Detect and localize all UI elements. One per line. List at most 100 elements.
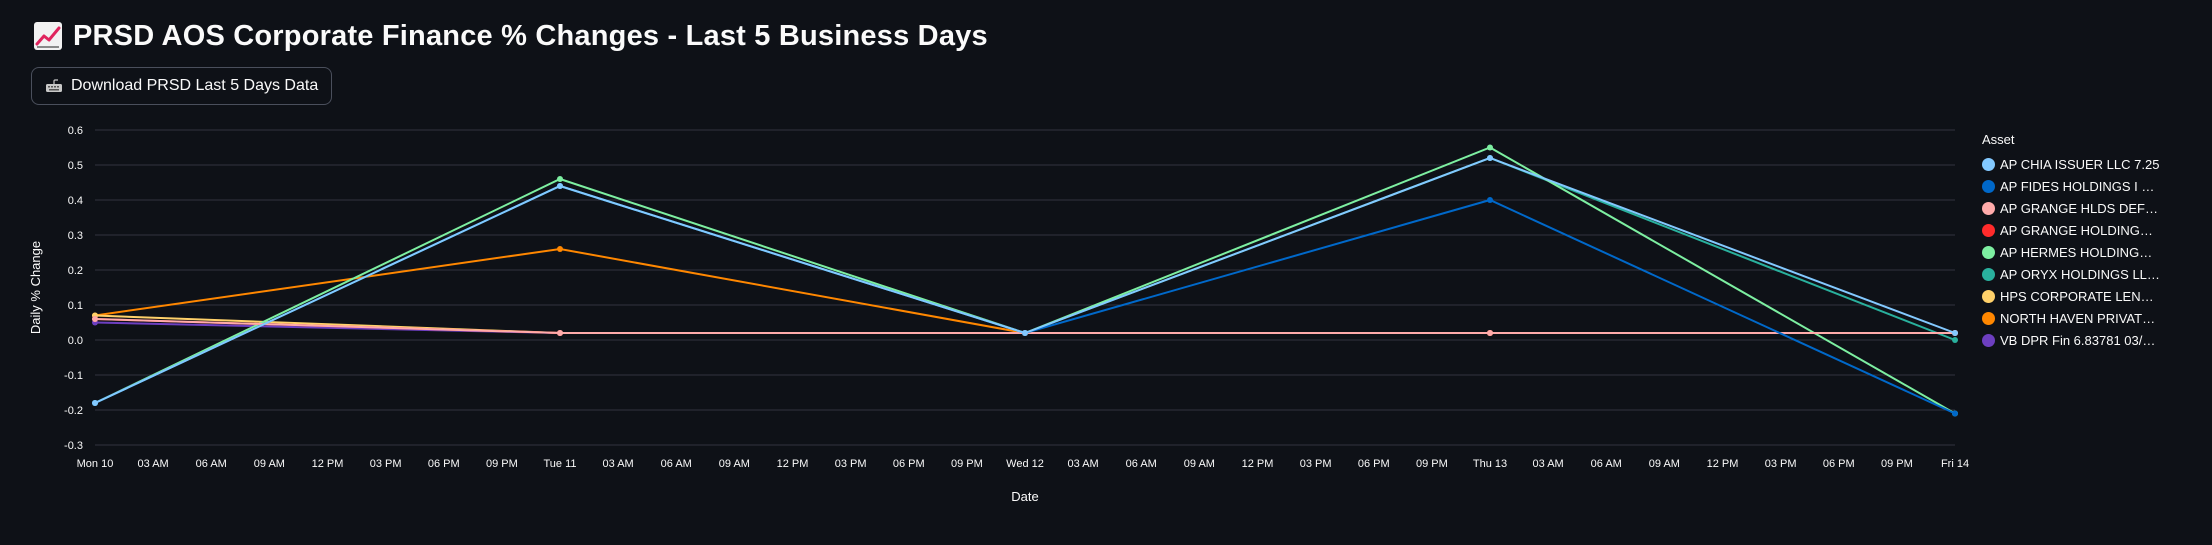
data-point[interactable] (557, 183, 563, 189)
y-tick-label: 0.2 (68, 265, 83, 277)
legend-swatch (1982, 311, 1995, 325)
x-tick-label: 06 AM (1126, 458, 1157, 470)
x-tick-label: Mon 10 (77, 458, 114, 470)
legend-label: VB DPR Fin 6.83781 03/1… (2000, 332, 2160, 348)
legend-item[interactable]: AP CHIA ISSUER LLC 7.25 (1982, 153, 2202, 175)
series-line[interactable] (94, 156, 1956, 404)
legend-swatch (1982, 157, 1995, 171)
keyboard-icon (46, 79, 62, 92)
chart-canvas[interactable]: 0.6 0.5 0.4 0.3 0.2 0.1 0.0 -0.1 -0.2 -0.3 Mon 10 0… (0, 110, 2212, 530)
x-tick-label: 09 PM (1416, 458, 1448, 470)
legend-swatch (1982, 223, 1995, 237)
x-tick-label: 12 PM (1707, 458, 1739, 470)
y-tick-label: -0.3 (64, 440, 83, 452)
x-tick-label: 06 AM (196, 458, 227, 470)
data-point[interactable] (557, 246, 563, 252)
x-tick-label: 03 PM (370, 458, 402, 470)
y-tick-label: 0.6 (68, 125, 83, 137)
x-tick-label: 06 PM (1823, 458, 1855, 470)
x-tick-label: Wed 12 (1006, 458, 1044, 470)
data-point[interactable] (557, 176, 563, 182)
x-tick-label: 03 PM (1765, 458, 1797, 470)
legend-label: NORTH HAVEN PRIVATE I… (2000, 310, 2160, 326)
data-point[interactable] (1952, 410, 1958, 417)
line-chart[interactable]: 0.6 0.5 0.4 0.3 0.2 0.1 0.0 -0.1 -0.2 -0.3 Mon 10 0… (0, 110, 2212, 530)
legend-label: AP GRANGE HLDS DEFER… (2000, 200, 2160, 216)
legend-item[interactable]: NORTH HAVEN PRIVATE I… (1982, 307, 2202, 329)
data-point[interactable] (1487, 144, 1493, 151)
y-tick-label: 0.4 (68, 195, 83, 207)
legend-item[interactable]: AP ORYX HOLDINGS LLC 6.1 (1982, 263, 2202, 285)
legend-swatch (1982, 289, 1995, 303)
series-line[interactable] (94, 247, 1955, 334)
x-tick-label: 06 PM (893, 458, 925, 470)
legend-swatch (1982, 179, 1995, 193)
y-tick-label: 0.3 (68, 230, 83, 242)
legend-label: AP ORYX HOLDINGS LLC 6.1 (2000, 266, 2160, 282)
x-tick-label: 06 PM (1358, 458, 1390, 470)
x-tick-label: 06 AM (661, 458, 692, 470)
x-tick-label: 03 PM (835, 458, 867, 470)
x-tick-label: 06 PM (428, 458, 460, 470)
x-tick-label: Tue 11 (543, 458, 576, 470)
legend-item[interactable]: HPS CORPORATE LENDIN… (1982, 285, 2202, 307)
x-tick-label: 09 PM (486, 458, 518, 470)
legend-label: AP HERMES HOLDINGS I … (2000, 244, 2160, 260)
data-point[interactable] (1022, 330, 1028, 336)
data-point[interactable] (92, 316, 98, 322)
series-line[interactable] (94, 156, 1956, 404)
legend-swatch (1982, 201, 1995, 215)
x-tick-label: 03 AM (1068, 458, 1099, 470)
data-point[interactable] (1487, 197, 1493, 203)
download-data-button[interactable]: Download PRSD Last 5 Days Data (31, 67, 333, 105)
legend-item[interactable]: AP GRANGE HLDS DEFER… (1982, 197, 2202, 219)
x-tick-label: 09 AM (1649, 458, 1680, 470)
legend-swatch (1982, 333, 1995, 347)
data-point[interactable] (557, 330, 563, 336)
x-axis-title: Date (1011, 489, 1038, 504)
data-point[interactable] (1487, 155, 1493, 161)
legend-item[interactable]: AP HERMES HOLDINGS I … (1982, 241, 2202, 263)
x-tick-label: 03 AM (1533, 458, 1564, 470)
x-tick-label: 06 AM (1591, 458, 1622, 470)
y-tick-label: 0.0 (68, 335, 83, 347)
x-tick-label: 09 AM (719, 458, 750, 470)
x-tick-label: 09 AM (254, 458, 285, 470)
series-line[interactable] (94, 184, 1956, 415)
x-tick-label: 12 PM (777, 458, 809, 470)
x-tick-label: 12 PM (312, 458, 344, 470)
legend-label: HPS CORPORATE LENDIN… (2000, 288, 2160, 304)
y-tick-label: 0.1 (68, 300, 83, 312)
data-point[interactable] (92, 400, 98, 406)
y-tick-label: -0.1 (64, 370, 83, 382)
y-axis-title: Daily % Change (28, 241, 43, 334)
page-title: PRSD AOS Corporate Finance % Changes - L… (73, 19, 988, 52)
legend-label: AP GRANGE HOLDINGS L… (2000, 222, 2160, 238)
data-point[interactable] (1952, 330, 1958, 336)
series-line[interactable] (94, 146, 1956, 415)
data-point[interactable] (1487, 330, 1493, 336)
x-tick-label: 09 PM (951, 458, 983, 470)
chart-legend: Asset AP CHIA ISSUER LLC 7.25 AP FIDES HO… (1982, 132, 2202, 351)
x-tick-label: 03 PM (1300, 458, 1332, 470)
x-tick-label: 03 AM (138, 458, 169, 470)
legend-item[interactable]: AP FIDES HOLDINGS I LLC (1982, 175, 2202, 197)
legend-item[interactable]: AP GRANGE HOLDINGS L… (1982, 219, 2202, 241)
download-button-label: Download PRSD Last 5 Days Data (71, 77, 319, 94)
legend-swatch (1982, 245, 1995, 259)
y-tick-label: -0.2 (64, 405, 83, 417)
x-tick-label: 12 PM (1242, 458, 1274, 470)
legend-label: AP FIDES HOLDINGS I LLC (2000, 178, 2160, 194)
page-header: PRSD AOS Corporate Finance % Changes - L… (33, 14, 988, 58)
x-tick-label: 03 AM (603, 458, 634, 470)
legend-item[interactable]: VB DPR Fin 6.83781 03/1… (1982, 329, 2202, 351)
x-tick-label: 09 AM (1184, 458, 1215, 470)
data-point[interactable] (1952, 337, 1958, 343)
legend-swatch (1982, 267, 1995, 281)
x-tick-label: 09 PM (1881, 458, 1913, 470)
legend-title: Asset (1982, 132, 2015, 147)
x-tick-label: Fri 14 (1941, 458, 1969, 470)
legend-label: AP CHIA ISSUER LLC 7.25 (2000, 156, 2160, 172)
chart-increasing-icon (34, 22, 62, 50)
